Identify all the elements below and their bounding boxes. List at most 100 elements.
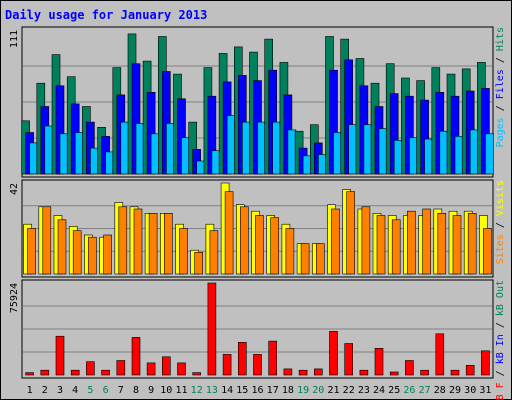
bar-kb-f-day-29	[450, 369, 460, 376]
bar-pages-day-8	[135, 123, 145, 175]
bar-pages-day-2	[44, 125, 54, 175]
bar-pages-day-18	[287, 129, 297, 175]
bar-pages-day-27	[424, 138, 433, 175]
x-tick-label-day-15: 15	[236, 385, 248, 396]
x-tick-label-day-14: 14	[221, 385, 233, 396]
x-tick-label-day-30: 30	[464, 385, 476, 396]
x-tick-label-day-8: 8	[133, 385, 139, 396]
bar-sites-day-11	[179, 228, 188, 275]
bar-sites-day-7	[118, 206, 128, 275]
bar-pages-day-20	[317, 154, 327, 175]
x-tick-label-day-1: 1	[27, 385, 33, 396]
bar-pages-day-9	[150, 133, 160, 175]
bar-pages-day-24	[378, 128, 388, 175]
x-tick-label-day-18: 18	[282, 385, 294, 396]
bar-sites-day-4	[72, 230, 82, 275]
bar-kb-f-day-14	[222, 354, 232, 376]
x-tick-label-day-25: 25	[388, 385, 400, 396]
bar-kb-f-day-8	[131, 337, 141, 376]
bar-kb-f-day-10	[162, 356, 171, 376]
x-tick-label-day-2: 2	[42, 385, 48, 396]
bar-sites-day-19	[300, 243, 310, 275]
bar-kb-f-day-9	[146, 362, 156, 376]
bar-sites-day-29	[452, 215, 462, 275]
bar-sites-day-31	[483, 228, 492, 275]
bar-kb-f-day-2	[40, 369, 50, 376]
x-tick-label-day-16: 16	[251, 385, 263, 396]
x-tick-label-day-20: 20	[312, 385, 324, 396]
bar-sites-day-25	[391, 219, 401, 275]
bar-sites-day-13	[209, 230, 219, 275]
bar-pages-day-23	[363, 124, 373, 175]
bar-pages-day-31	[485, 133, 494, 175]
bar-sites-day-22	[346, 191, 356, 275]
bar-kb-f-day-17	[268, 340, 278, 376]
y-max-label-visits: 42	[9, 183, 20, 195]
legend-separator: /	[495, 216, 506, 234]
legend-kb-f: kB F	[495, 382, 506, 400]
legend-files: Files	[495, 69, 506, 99]
bar-kb-f-day-18	[283, 368, 293, 376]
bar-kb-f-day-27	[420, 369, 429, 376]
bar-kb-f-day-28	[435, 333, 445, 376]
bar-kb-f-day-25	[389, 371, 399, 376]
x-tick-label-day-6: 6	[103, 385, 109, 396]
legend-sites: Sites	[495, 234, 506, 264]
bar-kb-f-day-5	[86, 361, 95, 376]
bar-pages-day-15	[242, 121, 251, 175]
bar-sites-day-26	[407, 210, 416, 275]
bar-kb-f-day-20	[313, 368, 323, 376]
side-legend-kbytes: kB F / kB In / kB Out	[495, 280, 506, 400]
bar-sites-day-8	[133, 208, 143, 275]
bar-kb-f-day-24	[374, 347, 384, 376]
bar-pages-day-17	[272, 121, 282, 175]
bar-kb-f-day-6	[101, 369, 110, 376]
bar-kb-f-day-22	[344, 343, 354, 376]
x-tick-label-day-13: 13	[206, 385, 218, 396]
bar-pages-day-29	[454, 136, 464, 175]
x-tick-label-day-4: 4	[72, 385, 78, 396]
x-tick-label-day-24: 24	[373, 385, 385, 396]
bar-pages-day-4	[74, 132, 84, 175]
x-tick-label-day-12: 12	[191, 385, 203, 396]
chart-title: Daily usage for January 2013	[5, 8, 207, 22]
bar-kb-f-day-13	[207, 282, 217, 376]
bar-kb-f-day-12	[192, 372, 201, 376]
bar-sites-day-27	[422, 208, 431, 275]
bar-kb-f-day-4	[70, 369, 80, 376]
bar-kb-f-day-7	[116, 360, 126, 376]
x-tick-label-day-31: 31	[479, 385, 491, 396]
x-tick-label-day-21: 21	[327, 385, 339, 396]
legend-separator: /	[495, 364, 506, 382]
side-legend-hits: Pages / Files / Hits	[495, 27, 506, 147]
x-tick-label-day-27: 27	[419, 385, 431, 396]
bar-kb-f-day-19	[298, 369, 308, 376]
legend-kb-out: kB Out	[495, 280, 506, 316]
bar-pages-day-10	[166, 123, 175, 175]
legend-visits: Visits	[495, 180, 506, 216]
bar-sites-day-10	[164, 213, 173, 275]
bar-pages-day-21	[333, 132, 342, 175]
y-max-label-kbytes: 75924	[9, 283, 20, 313]
bar-sites-day-2	[42, 206, 52, 275]
bar-pages-day-25	[393, 140, 403, 175]
bar-sites-day-23	[361, 206, 371, 275]
bar-pages-day-3	[59, 133, 69, 175]
bar-sites-day-12	[194, 252, 203, 275]
bar-sites-day-17	[270, 217, 280, 275]
bar-sites-day-18	[285, 228, 295, 275]
bar-kb-f-day-11	[177, 362, 186, 376]
x-tick-label-day-26: 26	[403, 385, 415, 396]
bar-sites-day-3	[57, 219, 67, 275]
bar-sites-day-21	[331, 208, 340, 275]
bar-sites-day-16	[255, 215, 264, 275]
bar-pages-day-19	[302, 155, 312, 175]
bar-sites-day-6	[103, 234, 112, 275]
bar-pages-day-11	[181, 137, 190, 175]
x-tick-label-day-29: 29	[449, 385, 461, 396]
legend-separator: /	[495, 99, 506, 117]
bar-sites-day-20	[315, 243, 325, 275]
bar-kb-f-day-3	[55, 335, 65, 376]
x-tick-label-day-10: 10	[160, 385, 172, 396]
